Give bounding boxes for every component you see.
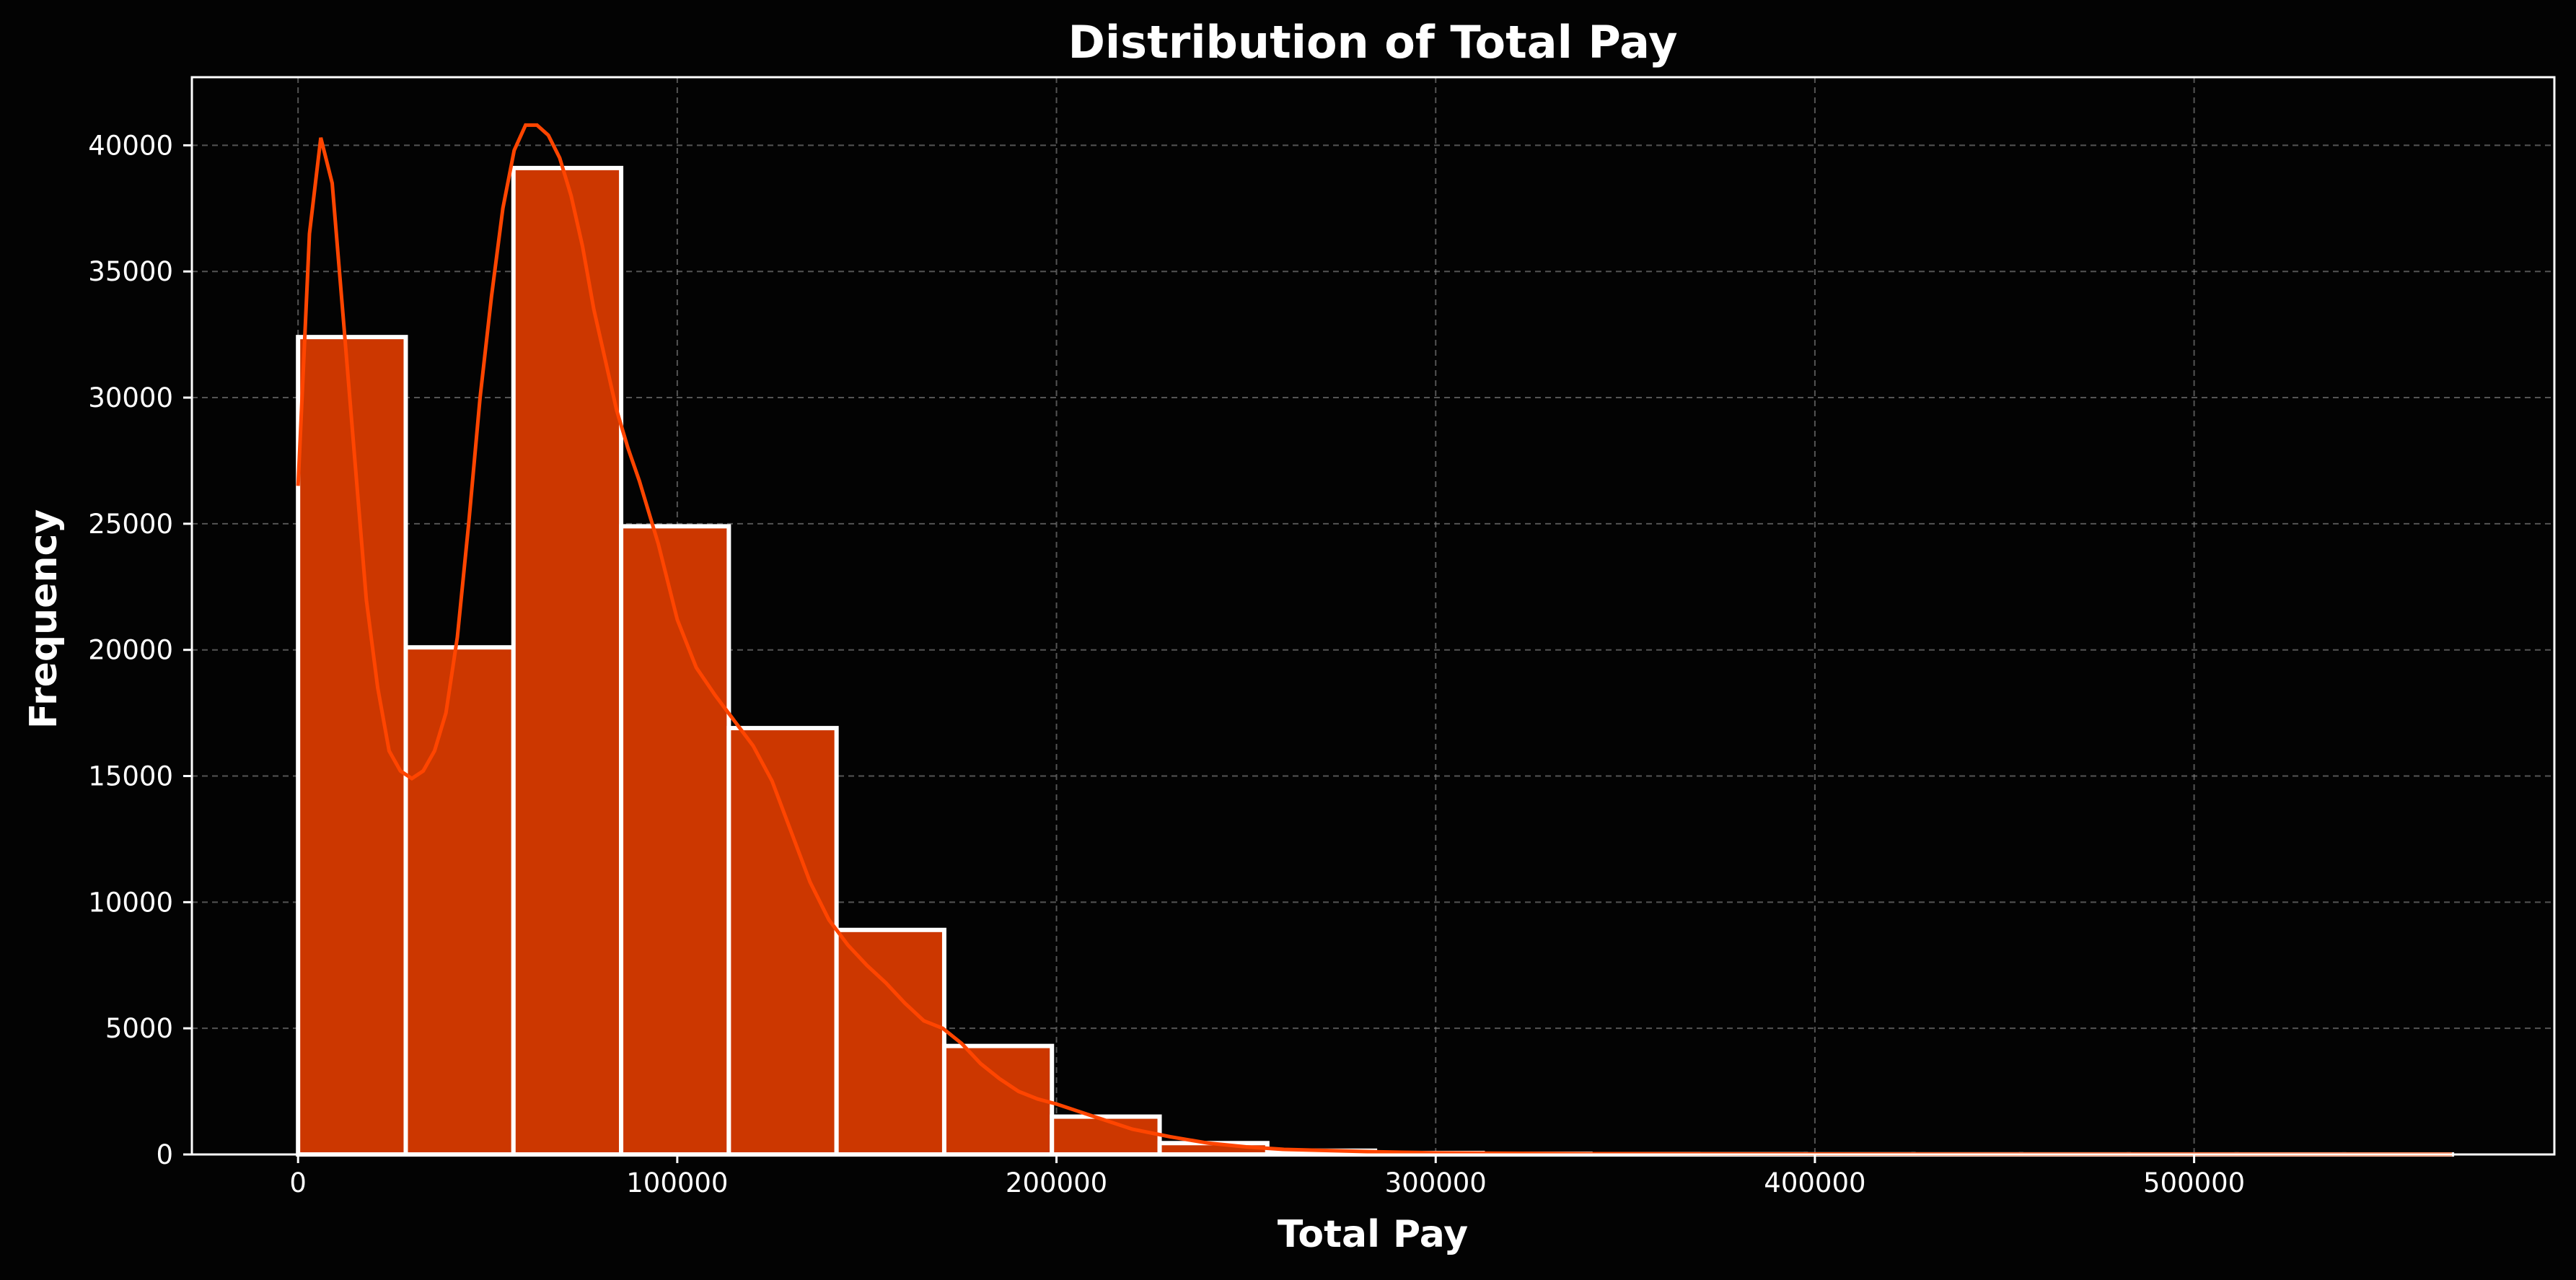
histogram-bar-6: [941, 1043, 1055, 1157]
histogram-bar-1: [403, 645, 516, 1157]
x-axis-title: Total Pay: [1278, 1213, 1468, 1256]
kde-curve-group: [296, 123, 2453, 1157]
kde-curve: [296, 123, 2453, 1157]
y-tick-label-7: 35000: [88, 256, 173, 287]
x-tick-label-4: 400000: [1764, 1167, 1865, 1198]
y-tick-label-0: 0: [156, 1139, 173, 1170]
x-axis-ticks: 0 100000 200000 300000 400000 500000: [289, 1154, 2245, 1198]
plot-frame: [190, 76, 2556, 1156]
y-tick-label-5: 25000: [88, 509, 173, 540]
x-tick-label-0: 0: [289, 1167, 307, 1198]
histogram-bar-2: [511, 165, 624, 1157]
y-axis-ticks: 0 5000 10000 15000 20000 25000 30000 35000 40000: [88, 130, 192, 1170]
y-tick-label-8: 40000: [88, 130, 173, 161]
chart-title: Distribution of Total Pay: [1068, 16, 1677, 69]
histogram-bar-4: [726, 726, 839, 1157]
histogram-bar-5: [834, 927, 946, 1157]
x-tick-label-1: 100000: [626, 1167, 728, 1198]
x-tick-label-5: 500000: [2143, 1167, 2245, 1198]
y-axis-title: Frequency: [22, 509, 66, 729]
y-tick-label-4: 20000: [88, 635, 173, 666]
x-tick-label-2: 200000: [1006, 1167, 1107, 1198]
histogram-bars: [296, 165, 2455, 1157]
x-tick-label-3: 300000: [1385, 1167, 1487, 1198]
histogram-bar-3: [619, 524, 731, 1157]
y-tick-label-1: 5000: [105, 1013, 173, 1044]
y-tick-label-3: 15000: [88, 761, 173, 792]
y-tick-label-6: 30000: [88, 382, 173, 413]
y-tick-label-2: 10000: [88, 887, 173, 918]
